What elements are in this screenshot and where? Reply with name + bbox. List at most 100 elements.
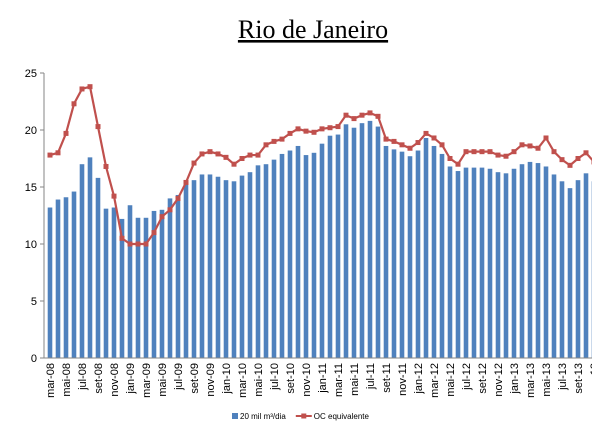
line-marker: [207, 149, 213, 155]
line-marker: [535, 145, 541, 151]
bar: [303, 155, 309, 358]
x-tick-label: mai-12: [445, 363, 457, 397]
bar: [319, 143, 325, 358]
line-marker: [455, 161, 461, 167]
line-marker: [55, 150, 61, 156]
line-marker: [343, 112, 349, 118]
line-marker: [551, 149, 557, 155]
legend-marker: [301, 413, 307, 419]
x-tick-label: mai-08: [61, 363, 73, 397]
y-tick-label: 25: [25, 68, 37, 80]
bar: [343, 124, 349, 358]
line-marker: [375, 113, 381, 119]
line-marker: [79, 86, 85, 92]
x-tick-label: nov-13: [589, 363, 592, 397]
line-marker: [255, 152, 261, 158]
line-marker: [191, 160, 197, 166]
x-tick-label: set-10: [285, 363, 297, 394]
line-marker: [383, 136, 389, 142]
line-marker: [215, 151, 221, 157]
legend-label: 20 mil m³/dia: [240, 412, 286, 421]
bar: [239, 175, 245, 358]
bar: [103, 208, 109, 358]
bar: [575, 180, 581, 358]
line-marker: [479, 149, 485, 155]
line-marker: [503, 153, 509, 159]
x-tick-label: mar-10: [237, 363, 249, 398]
bar: [471, 167, 477, 358]
line-marker: [463, 149, 469, 155]
bar: [207, 174, 213, 358]
line-marker: [287, 130, 293, 136]
x-tick-label: nov-09: [205, 363, 217, 397]
bar: [151, 210, 157, 358]
bar: [183, 183, 189, 358]
bar: [95, 177, 101, 358]
line-marker: [543, 135, 549, 141]
bar: [159, 209, 165, 358]
line-marker: [495, 152, 501, 158]
bar: [503, 173, 509, 358]
y-tick-label: 15: [25, 182, 37, 194]
y-tick-label: 20: [25, 125, 37, 137]
bar: [287, 150, 293, 358]
line-marker: [159, 214, 165, 220]
line-marker: [327, 125, 333, 131]
bar: [79, 164, 85, 358]
x-tick-label: jul-11: [365, 363, 377, 390]
bar: [583, 173, 589, 358]
line-marker: [87, 84, 93, 90]
line-marker: [167, 207, 173, 213]
line-marker: [487, 149, 493, 155]
line-marker: [231, 161, 237, 167]
x-tick-label: jul-08: [77, 363, 89, 391]
bar: [415, 150, 421, 358]
bar: [399, 151, 405, 358]
bar: [335, 134, 341, 358]
line-marker: [447, 156, 453, 161]
y-tick-label: 5: [31, 296, 37, 308]
x-tick-label: nov-10: [301, 363, 313, 397]
bar: [167, 198, 173, 358]
bar: [71, 191, 77, 358]
line-marker: [319, 126, 325, 132]
line-marker: [471, 149, 477, 155]
line-marker: [143, 241, 149, 247]
bar: [255, 165, 261, 358]
line-marker: [111, 193, 117, 199]
bar: [543, 166, 549, 358]
x-tick-label: mai-09: [157, 363, 169, 397]
line-marker: [439, 142, 445, 148]
x-tick-label: mar-08: [45, 363, 57, 398]
x-tick-label: mar-09: [141, 363, 153, 398]
bar: [327, 135, 333, 358]
bar: [311, 152, 317, 358]
bar: [359, 123, 365, 358]
bar: [111, 207, 117, 358]
x-tick-label: nov-12: [493, 363, 505, 397]
bar: [391, 149, 397, 358]
x-tick-label: jul-13: [557, 363, 569, 391]
line-marker: [175, 195, 181, 201]
bar: [135, 217, 141, 358]
line-marker: [567, 162, 573, 168]
x-tick-label: mai-13: [541, 363, 553, 397]
line-marker: [183, 179, 189, 185]
line-marker: [399, 142, 405, 148]
x-tick-label: nov-11: [397, 363, 409, 396]
line-marker: [271, 138, 277, 144]
x-tick-label: mai-11: [349, 363, 361, 396]
bar: [455, 171, 461, 358]
line-marker: [559, 157, 565, 163]
bar: [47, 207, 53, 358]
line-marker: [239, 156, 245, 161]
line-marker: [47, 152, 53, 158]
line-marker: [423, 130, 429, 136]
bar: [247, 172, 253, 358]
line-marker: [151, 230, 157, 236]
bar: [367, 120, 373, 358]
line-marker: [527, 143, 533, 149]
line-marker: [311, 129, 317, 135]
x-tick-label: mai-10: [253, 363, 265, 397]
line-marker: [367, 110, 373, 116]
